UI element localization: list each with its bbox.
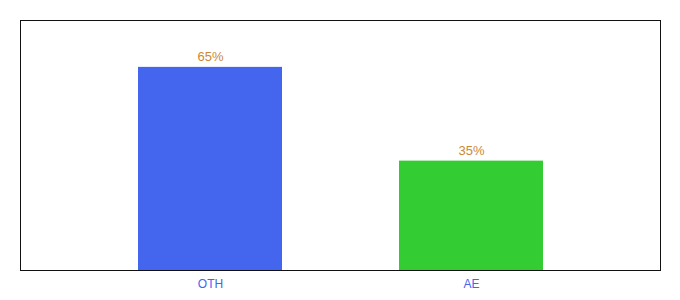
svg-text:AE: AE (463, 277, 479, 291)
svg-text:65%: 65% (197, 49, 223, 64)
svg-text:OTH: OTH (198, 277, 223, 291)
svg-text:35%: 35% (458, 143, 484, 158)
